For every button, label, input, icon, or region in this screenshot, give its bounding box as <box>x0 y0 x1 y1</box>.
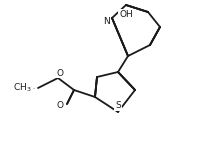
Text: S: S <box>115 102 121 110</box>
Text: O: O <box>56 102 64 110</box>
Text: OH: OH <box>119 10 133 18</box>
Text: O: O <box>56 68 64 78</box>
Text: CH$_3$: CH$_3$ <box>13 82 32 94</box>
Text: methyl: methyl <box>31 87 36 89</box>
Text: N: N <box>104 16 110 26</box>
